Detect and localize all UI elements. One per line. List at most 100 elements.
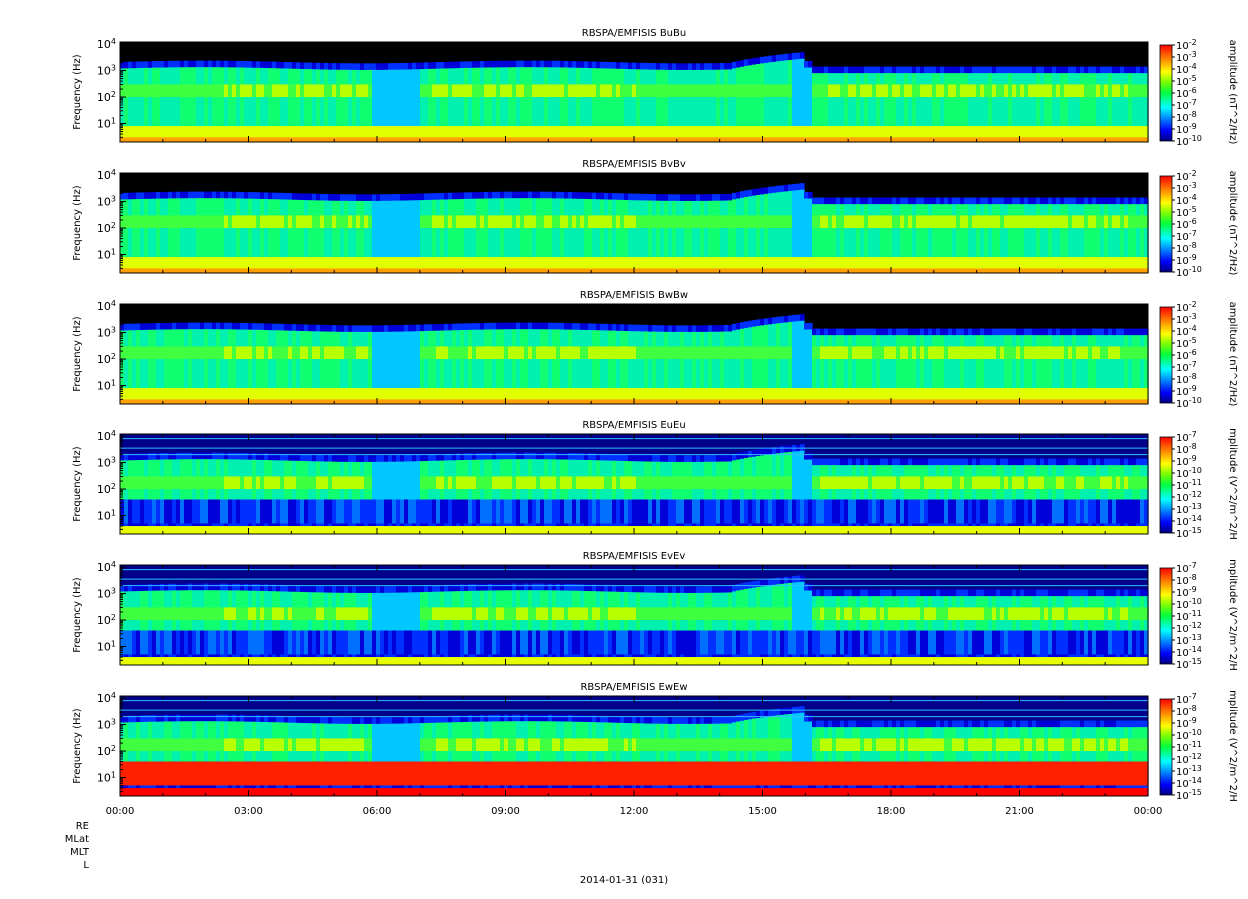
spectrogram-cell bbox=[604, 199, 609, 273]
spectrogram-cell bbox=[544, 84, 549, 98]
spectrogram-cell bbox=[304, 69, 309, 142]
spectrogram-cell bbox=[308, 268, 313, 273]
spectrogram-cell bbox=[848, 126, 853, 142]
spectrogram-cell bbox=[1040, 346, 1045, 360]
spectrogram-cell bbox=[872, 137, 877, 142]
spectrogram-cell bbox=[752, 499, 757, 524]
spectrogram-cell bbox=[656, 526, 661, 534]
spectrogram-cell bbox=[964, 84, 969, 98]
spectrogram-cell bbox=[800, 320, 805, 404]
spectrogram-cell bbox=[1100, 388, 1105, 404]
spectrogram-cell bbox=[260, 526, 265, 534]
spectrogram-cell bbox=[1012, 137, 1017, 142]
spectrogram-cell bbox=[488, 137, 493, 142]
spectrogram-cell bbox=[344, 257, 349, 273]
spectrogram-cell bbox=[308, 399, 313, 404]
spectrogram-cell bbox=[1104, 137, 1109, 142]
spectrogram-cell bbox=[392, 137, 397, 142]
spectrogram-cell bbox=[440, 388, 445, 404]
spectrogram-cell bbox=[420, 499, 425, 524]
spectrogram-cell bbox=[752, 215, 757, 229]
spectrogram-cell bbox=[624, 68, 629, 142]
spectrogram-cell bbox=[940, 388, 945, 404]
spectrogram-cell bbox=[748, 476, 753, 490]
spectrogram-cell bbox=[392, 331, 397, 404]
spectrogram-cell bbox=[796, 451, 801, 500]
spectrogram-cell bbox=[464, 526, 469, 534]
spectrogram-cell bbox=[244, 84, 249, 98]
spectrogram-cell bbox=[556, 84, 561, 98]
spectrogram-cell bbox=[352, 200, 357, 273]
spectrogram-cell bbox=[440, 257, 445, 273]
spectrogram-cell bbox=[512, 137, 517, 142]
spectrogram-cell bbox=[732, 526, 737, 534]
spectrogram-cell bbox=[356, 346, 361, 360]
spectrogram-cell bbox=[1124, 73, 1129, 142]
spectrogram-cell bbox=[1116, 215, 1121, 229]
spectrogram-cell bbox=[244, 499, 249, 524]
spectrogram-cell bbox=[996, 346, 1001, 360]
spectrogram-cell bbox=[424, 476, 429, 490]
spectrogram-cell bbox=[416, 331, 421, 404]
spectrogram-cell bbox=[212, 215, 217, 229]
spectrogram-cell bbox=[640, 215, 645, 229]
spectrogram-cell bbox=[276, 199, 281, 273]
spectrogram-cell bbox=[696, 69, 701, 142]
colorbar-tick-label: 10-10 bbox=[1176, 396, 1202, 410]
spectrogram-cell bbox=[732, 388, 737, 404]
spectrogram-cell bbox=[792, 268, 797, 273]
spectrogram-cell bbox=[396, 126, 401, 142]
spectrogram-cell bbox=[172, 346, 177, 360]
spectrogram-cell bbox=[140, 84, 145, 98]
spectrogram-cell bbox=[616, 268, 621, 273]
spectrogram-cell bbox=[332, 126, 337, 142]
spectrogram-cell bbox=[648, 84, 653, 98]
spectrogram-cell bbox=[1128, 257, 1133, 273]
spectrogram-cell bbox=[536, 388, 541, 404]
spectrogram-cell bbox=[432, 399, 437, 404]
spectrogram-cell bbox=[344, 499, 349, 524]
spectrogram-cell bbox=[568, 268, 573, 273]
spectrogram-cell bbox=[332, 200, 337, 273]
spectrogram-cell bbox=[484, 268, 489, 273]
spectrogram-cell bbox=[200, 476, 205, 490]
spectrogram-cell bbox=[328, 526, 333, 534]
spectrogram-cell bbox=[1064, 388, 1069, 404]
spectrogram-cell bbox=[556, 476, 561, 490]
spectrogram-cell bbox=[160, 399, 165, 404]
spectrogram-cell bbox=[552, 388, 557, 404]
spectrogram-cell bbox=[644, 526, 649, 534]
spectrogram-cell bbox=[160, 526, 165, 534]
panel-title: RBSPA/EMFISIS EuEu bbox=[582, 420, 685, 431]
spectrogram-cell bbox=[336, 388, 341, 404]
spectrogram-cell bbox=[768, 526, 773, 534]
spectrogram-cell bbox=[548, 268, 553, 273]
spectrogram-cell bbox=[644, 476, 649, 490]
spectrogram-cell bbox=[556, 67, 561, 142]
spectrogram-cell bbox=[260, 84, 265, 98]
spectrogram-cell bbox=[488, 499, 493, 524]
spectrogram-cell bbox=[604, 399, 609, 404]
spectrogram-cell bbox=[796, 190, 801, 273]
spectrogram-cell bbox=[328, 268, 333, 273]
spectrogram-cell bbox=[580, 499, 585, 524]
spectrogram-cell bbox=[252, 67, 257, 142]
spectrogram-cell bbox=[404, 526, 409, 534]
spectrogram-cell bbox=[792, 137, 797, 142]
spectrogram-cell bbox=[388, 388, 393, 404]
spectrogram-cell bbox=[740, 66, 745, 142]
spectrogram-cell bbox=[1140, 137, 1145, 142]
spectrogram-cell bbox=[676, 257, 681, 273]
spectrogram-cell bbox=[828, 257, 833, 273]
spectrogram-cell bbox=[288, 137, 293, 142]
spectrogram-cell bbox=[532, 67, 537, 142]
spectrogram-cell bbox=[940, 346, 945, 360]
spectrogram-cell bbox=[468, 137, 473, 142]
spectrogram-cell bbox=[352, 399, 357, 404]
spectrogram-cell bbox=[676, 215, 681, 229]
spectrogram-cell bbox=[800, 499, 805, 524]
spectrogram-cell bbox=[1036, 84, 1041, 98]
spectrogram-cell bbox=[364, 526, 369, 534]
spectrogram-cell bbox=[148, 126, 153, 142]
spectrogram-cell bbox=[544, 67, 549, 142]
